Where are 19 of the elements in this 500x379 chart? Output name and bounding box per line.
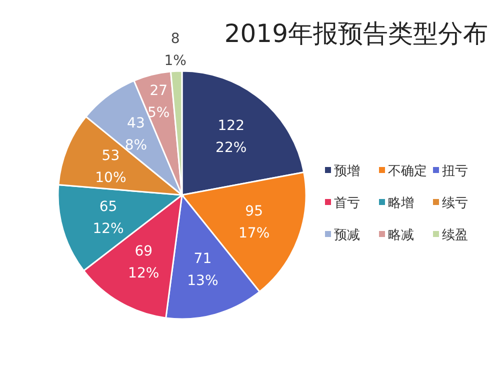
legend-label: 扭亏 [442, 164, 468, 179]
legend-label: 首亏 [334, 196, 360, 211]
legend-label: 略减 [388, 228, 414, 243]
data-label: 8 1% [164, 31, 186, 70]
data-label: 95 17% [238, 204, 270, 242]
legend-label: 不确定 [388, 164, 427, 179]
legend-label: 略增 [388, 196, 414, 211]
data-label: 65 12% [92, 198, 124, 237]
legend-label: 预增 [334, 164, 360, 179]
data-label: 27 5% [148, 83, 170, 122]
legend-label: 续亏 [442, 196, 468, 211]
legend-label: 续盈 [442, 228, 468, 243]
data-label: 43 8% [124, 115, 148, 154]
legend-label: 预减 [334, 228, 360, 243]
data-label: 122 22% [216, 118, 247, 156]
data-label: 71 13% [187, 251, 218, 290]
chart-title: 2019年报预告类型分布 [224, 19, 488, 48]
data-label: 53 10% [95, 148, 126, 186]
data-label: 69 12% [128, 244, 160, 282]
